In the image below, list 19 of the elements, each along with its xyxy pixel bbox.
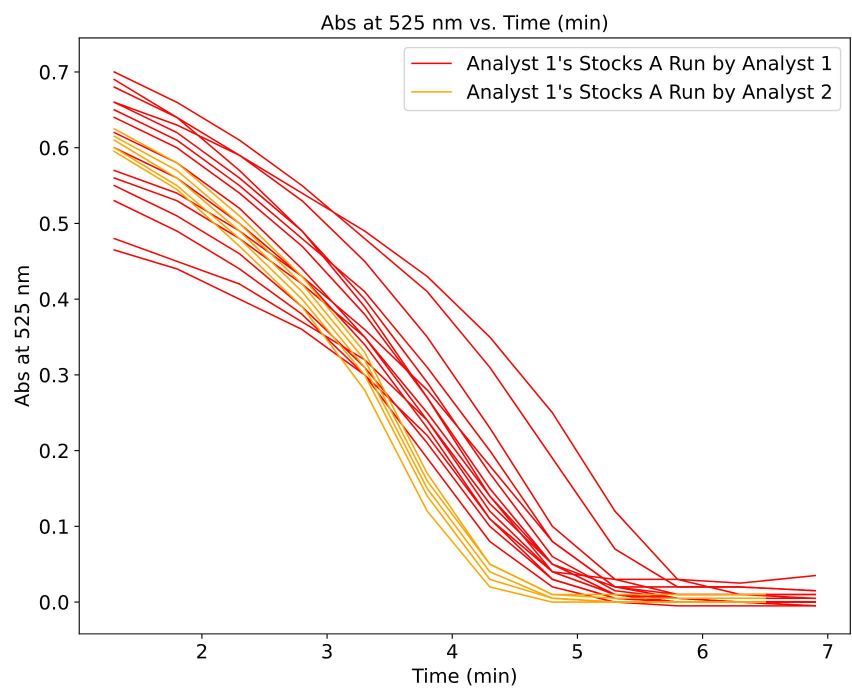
y-tick-label: 0.5 xyxy=(40,216,68,232)
y-tick-label: 0.4 xyxy=(40,292,68,307)
legend-label: Analyst 1's Stocks A Run by Analyst 2 xyxy=(466,84,831,103)
x-tick-label: 2 xyxy=(197,644,206,658)
x-tick-label: 7 xyxy=(823,644,832,658)
y-tick-label: 0.1 xyxy=(40,519,68,534)
chart-title: Abs at 525 nm vs. Time (min) xyxy=(320,14,608,32)
x-tick-label: 4 xyxy=(447,644,458,658)
x-tick-label: 6 xyxy=(698,644,708,659)
y-tick-label: 0.6 xyxy=(40,140,68,156)
y-tick-label: 0.7 xyxy=(40,64,68,80)
y-axis-title: Abs at 525 nm xyxy=(14,266,30,407)
x-tick-label: 5 xyxy=(572,644,582,659)
x-tick-label: 3 xyxy=(322,644,332,659)
x-axis-title: Time (min) xyxy=(412,668,516,686)
legend-label: Analyst 1's Stocks A Run by Analyst 1 xyxy=(466,55,832,74)
y-tick-label: 0.2 xyxy=(40,444,68,458)
y-tick-label: 0.3 xyxy=(40,368,68,383)
y-tick-label: 0.0 xyxy=(40,595,68,610)
